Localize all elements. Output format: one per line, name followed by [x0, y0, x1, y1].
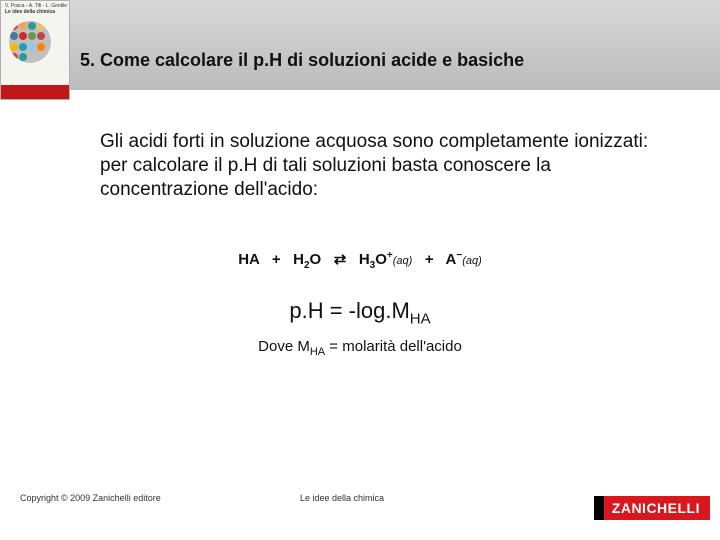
eq-a: A [446, 251, 457, 268]
ph-sub: HA [410, 310, 431, 327]
chemical-equation: HA + H2O ⇄ H3O+(aq) + A−(aq) [0, 250, 720, 271]
book-cover-art [9, 21, 51, 63]
eq-h3o-o: O [375, 251, 387, 268]
eq-h2o-o: O [310, 251, 322, 268]
ph-text: p.H = -log.M [289, 298, 409, 323]
book-title: Le idee della chimica [5, 9, 55, 15]
section-title: 5. Come calcolare il p.H di soluzioni ac… [80, 50, 700, 71]
logo-accent [594, 496, 604, 520]
dove-suffix: = molarità dell'acido [325, 338, 462, 355]
header-bar [0, 0, 720, 90]
dove-sub: HA [310, 346, 325, 358]
eq-plus2: + [425, 251, 434, 268]
eq-h2o-h: H [293, 251, 304, 268]
eq-h3o-h: H [359, 251, 370, 268]
eq-aq1: (aq) [393, 255, 413, 267]
eq-arrows: ⇄ [334, 251, 347, 268]
eq-plus: + [272, 251, 281, 268]
ph-formula: p.H = -log.MHA [0, 298, 720, 327]
logo-text: ZANICHELLI [604, 496, 710, 520]
eq-aq2: (aq) [462, 255, 482, 267]
copyright: Copyright © 2009 Zanichelli editore [20, 493, 161, 503]
body-paragraph: Gli acidi forti in soluzione acquosa son… [100, 130, 660, 201]
book-thumbnail: V. Posca - A. Tifi - L. Gentile Le idee … [0, 0, 70, 100]
dove-prefix: Dove M [258, 338, 310, 355]
footer-center: Le idee della chimica [300, 493, 384, 503]
dove-line: Dove MHA = molarità dell'acido [0, 338, 720, 358]
book-meta: V. Posca - A. Tifi - L. Gentile Le idee … [5, 4, 67, 15]
book-cover-stripe [1, 85, 69, 99]
publisher-logo: ZANICHELLI [594, 496, 710, 520]
eq-ha: HA [238, 251, 259, 268]
